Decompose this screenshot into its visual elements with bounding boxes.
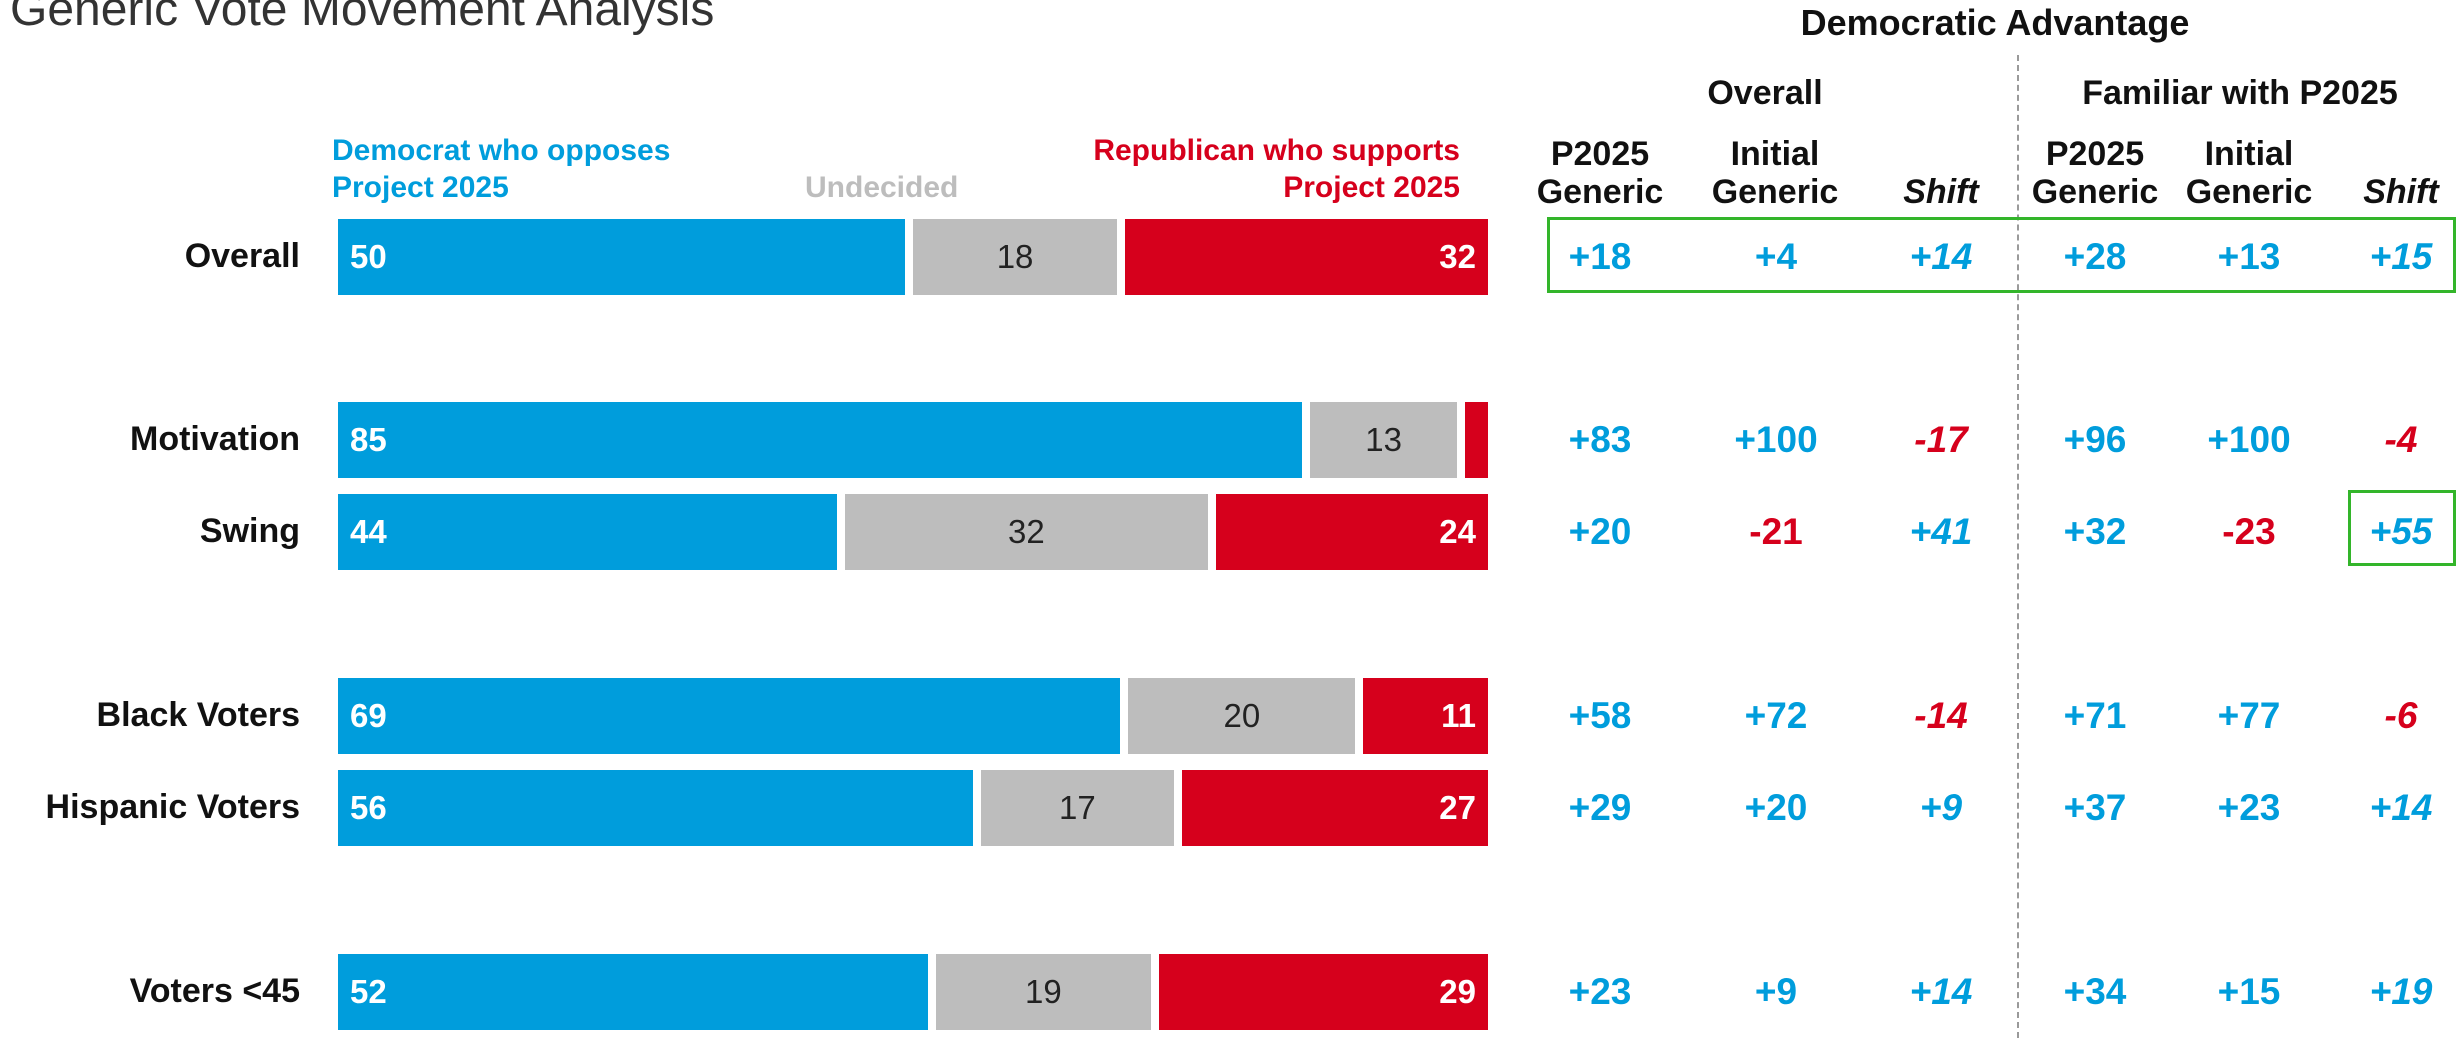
bar-segment-rep: 29	[1159, 954, 1488, 1030]
bar-value-label: 69	[350, 697, 387, 734]
advantage-cell: -17	[1914, 419, 1968, 460]
advantage-cell: +55	[2369, 511, 2433, 552]
advantage-cell: +14	[2369, 787, 2433, 828]
advantage-cell: +14	[1909, 236, 1973, 277]
advantage-cell: +32	[2063, 511, 2127, 552]
advantage-cell: -6	[2384, 695, 2418, 736]
advantage-cell: +23	[1568, 971, 1632, 1012]
bar-value-label: 17	[1059, 789, 1096, 826]
advantage-cell: +14	[1909, 971, 1973, 1012]
advantage-cell: +83	[1568, 419, 1632, 460]
advantage-cell: +100	[2207, 419, 2291, 460]
bar-value-label: 44	[350, 513, 387, 550]
advantage-cell: +20	[1744, 787, 1808, 828]
legend-dem: Democrat who opposes Project 2025	[332, 134, 671, 204]
bar-segment-dem: 69	[338, 678, 1121, 754]
bar-value-label: 24	[1439, 513, 1476, 550]
bar-segment-undecided: 17	[981, 770, 1174, 846]
group-overall-label: Overall	[1707, 74, 1823, 112]
row-label: Overall	[184, 237, 300, 275]
col-header-shift: Shift	[1903, 173, 1979, 211]
advantage-cell: -14	[1914, 695, 1968, 736]
legend-rep: Republican who supports Project 2025	[1093, 134, 1460, 204]
bar-value-label: 11	[1441, 697, 1476, 734]
bar-value-label: 27	[1439, 789, 1476, 826]
advantage-cell: +34	[2063, 971, 2127, 1012]
advantage-cell: +37	[2063, 787, 2127, 828]
bar-segment-dem: 50	[338, 219, 905, 295]
bar-segment-rep: 24	[1215, 494, 1488, 570]
col-header-initial-generic: Initial Generic	[1711, 135, 1839, 211]
advantage-cell: +15	[2217, 971, 2281, 1012]
col-header-p2025-generic: P2025 Generic	[1536, 135, 1664, 211]
bar-segment-dem: 85	[338, 402, 1302, 478]
advantage-cell: +9	[1754, 971, 1798, 1012]
bar-segment-undecided: 19	[935, 954, 1152, 1030]
advantage-cell: +41	[1909, 511, 1973, 552]
advantage-cell: +9	[1919, 787, 1963, 828]
legend-undecided: Undecided	[805, 171, 959, 204]
bar-segment-rep: 11	[1363, 678, 1488, 754]
advantage-cell: -23	[2222, 511, 2276, 552]
bar-value-label: 85	[350, 421, 387, 458]
bar-value-label: 20	[1223, 697, 1261, 734]
advantage-cell: +15	[2369, 236, 2433, 277]
bar-segment-rep: 27	[1181, 770, 1488, 846]
row-label: Hispanic Voters	[45, 788, 300, 826]
highlight-box-swing-shift	[2348, 490, 2456, 566]
advantage-cell: +18	[1568, 236, 1632, 277]
bar-segment-dem: 52	[338, 954, 928, 1030]
bar-value-label: 13	[1365, 421, 1402, 458]
column-divider	[2017, 55, 2019, 1038]
row-label: Motivation	[130, 420, 300, 458]
bar-value-label: 32	[1008, 513, 1045, 550]
row-label: Voters <45	[129, 972, 300, 1010]
col-header-familiar-p2025-generic: P2025 Generic	[2031, 135, 2159, 211]
bar-value-label: 52	[350, 973, 387, 1010]
bar-value-label: 29	[1439, 973, 1476, 1010]
bar-value-label: 32	[1439, 238, 1476, 275]
col-header-familiar-shift: Shift	[2363, 173, 2439, 211]
highlight-box-overall	[1547, 217, 2456, 293]
bar-segment-rep	[1465, 402, 1488, 478]
bar-value-label: 50	[350, 238, 387, 275]
col-header-familiar-initial-generic: Initial Generic	[2185, 135, 2313, 211]
chart-title: Generic Vote Movement Analysis	[10, 0, 715, 36]
advantage-cell: +28	[2063, 236, 2127, 277]
advantage-cell: +77	[2217, 695, 2281, 736]
advantage-cell: +100	[1734, 419, 1818, 460]
bar-segment-dem: 44	[338, 494, 837, 570]
advantage-cell: +4	[1754, 236, 1798, 277]
bar-value-label: 18	[996, 238, 1034, 275]
bar-segment-undecided: 13	[1309, 402, 1458, 478]
bar-segment-undecided: 18	[913, 219, 1118, 295]
advantage-cell: -4	[2384, 419, 2418, 460]
bar-value-label: 19	[1025, 973, 1062, 1010]
advantage-cell: +20	[1568, 511, 1632, 552]
row-label: Black Voters	[96, 696, 300, 734]
advantage-cell: +19	[2369, 971, 2433, 1012]
advantage-cell: +58	[1568, 695, 1632, 736]
advantage-cell: -21	[1749, 511, 1803, 552]
advantage-cell: +29	[1568, 787, 1632, 828]
bar-segment-rep: 32	[1125, 219, 1488, 295]
bar-segment-dem: 56	[338, 770, 974, 846]
bar-segment-undecided: 32	[844, 494, 1208, 570]
bar-value-label: 56	[350, 789, 387, 826]
advantage-cell: +72	[1744, 695, 1808, 736]
table-title: Democratic Advantage	[1800, 2, 2190, 43]
advantage-cell: +23	[2217, 787, 2281, 828]
group-familiar-label: Familiar with P2025	[2082, 74, 2398, 112]
advantage-cell: +13	[2217, 236, 2281, 277]
advantage-cell: +71	[2063, 695, 2127, 736]
bar-segment-undecided: 20	[1128, 678, 1356, 754]
advantage-cell: +96	[2063, 419, 2127, 460]
row-label: Swing	[199, 512, 300, 550]
